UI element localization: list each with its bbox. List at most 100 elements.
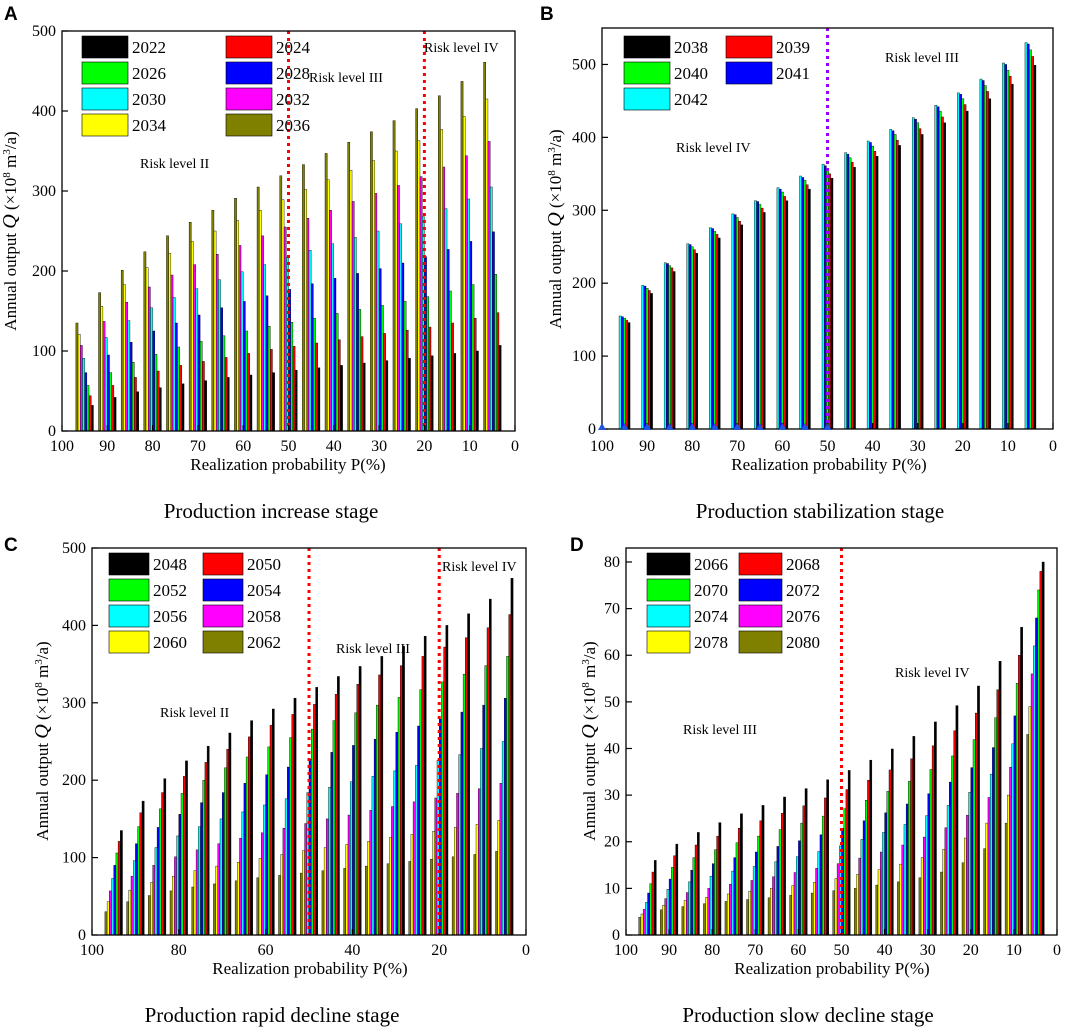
bar-2070-p40 — [886, 791, 890, 936]
legend-swatch-2076 — [738, 604, 783, 628]
bar-2032-p5 — [487, 141, 491, 432]
panel-caption: Production increase stage — [164, 499, 379, 523]
bar-2078-p95 — [640, 913, 644, 936]
bar-2068-p15 — [996, 689, 1000, 936]
legend-label: 2036 — [276, 116, 310, 135]
y-title-q: Q — [544, 212, 566, 227]
bar-2080-p60 — [789, 895, 792, 936]
bar-2039-p30 — [918, 128, 922, 430]
bar-2028-p70 — [197, 314, 201, 432]
legend-label: 2028 — [276, 64, 310, 83]
x-axis-title: Realization probability P(%) — [734, 959, 929, 978]
bar-2072-p85 — [690, 869, 694, 936]
bar-2070-p80 — [714, 849, 717, 936]
bar-2041-p90 — [643, 285, 647, 430]
x-tick-label: 20 — [955, 438, 971, 455]
bar-2040-p15 — [984, 85, 987, 430]
bar-2048-p65 — [250, 720, 253, 936]
bar-2039-p70 — [738, 221, 741, 430]
bar-2048-p60 — [272, 708, 275, 936]
bar-2038-p85 — [672, 271, 676, 430]
bar-2042-p40 — [866, 140, 870, 430]
x-tick-label: 100 — [50, 438, 74, 455]
bar-2054-p15 — [460, 711, 464, 936]
bar-2066-p90 — [675, 843, 679, 936]
bar-2054-p75 — [200, 802, 203, 936]
legend-swatch-2050 — [202, 552, 244, 576]
bar-2052-p95 — [115, 852, 119, 936]
bar-2062-p65 — [234, 880, 238, 936]
bar-2056-p15 — [458, 754, 462, 936]
bar-2022-p20 — [430, 355, 434, 432]
bar-2078-p75 — [726, 893, 730, 936]
bar-2026-p15 — [449, 290, 452, 432]
bar-2068-p10 — [1018, 655, 1021, 936]
bar-2032-p80 — [147, 286, 151, 432]
bar-2056-p10 — [480, 748, 483, 936]
bar-2058-p75 — [195, 849, 199, 936]
bar-2054-p65 — [243, 783, 247, 936]
bar-2039-p55 — [805, 184, 809, 430]
bar-2080-p85 — [681, 906, 685, 936]
bar-2038-p10 — [1011, 83, 1014, 430]
bar-2070-p20 — [972, 739, 976, 936]
bar-2040-p70 — [736, 217, 739, 430]
bar-2060-p5 — [497, 820, 501, 936]
legend-label: 2052 — [153, 581, 187, 600]
x-tick-label: 80 — [171, 942, 187, 959]
bar-2042-p15 — [979, 78, 983, 430]
bar-2039-p45 — [850, 161, 854, 430]
bar-2039-p20 — [963, 104, 967, 430]
bar-2042-p80 — [686, 243, 690, 430]
panel-label: C — [4, 535, 18, 556]
bar-2074-p15 — [989, 773, 993, 936]
bar-2032-p65 — [215, 253, 219, 432]
bar-2039-p35 — [896, 140, 899, 430]
bar-2066-p35 — [912, 736, 916, 936]
bar-2034-p65 — [213, 230, 217, 432]
bar-2072-p30 — [927, 793, 931, 936]
bar-2040-p35 — [893, 134, 897, 430]
bar-2054-p50 — [308, 759, 312, 936]
bar-2056-p35 — [371, 776, 375, 936]
bar-2026-p50 — [290, 322, 294, 432]
x-tick-label: 20 — [416, 438, 432, 455]
bar-2078-p40 — [877, 869, 881, 936]
bar-2022-p50 — [294, 370, 298, 432]
legend-swatch-2036 — [225, 113, 273, 137]
legend-label: 2041 — [776, 64, 810, 83]
x-tick-label: 0 — [511, 438, 519, 455]
x-tick-label: 100 — [590, 438, 614, 455]
y-tick-label: 70 — [604, 601, 620, 618]
legend: 2048 2050 2052 2054 2056 2058 2060 2062 — [108, 552, 282, 654]
legend-label: 2070 — [694, 581, 728, 600]
bar-2052-p90 — [137, 826, 141, 936]
bar-2048-p5 — [510, 577, 514, 936]
bar-2058-p5 — [499, 783, 503, 936]
bar-2032-p60 — [238, 245, 242, 432]
bar-2022-p10 — [476, 350, 479, 432]
bar-2068-p90 — [673, 855, 676, 936]
bar-2038-p90 — [650, 293, 653, 430]
bar-2058-p45 — [326, 818, 329, 936]
bar-2058-p50 — [304, 823, 308, 936]
bar-2068-p30 — [931, 745, 935, 936]
legend-swatch-2034 — [81, 113, 129, 137]
bar-2038-p30 — [920, 134, 924, 430]
bar-2050-p5 — [508, 614, 512, 936]
bar-2024-p55 — [270, 349, 273, 432]
x-tick-label: 60 — [774, 438, 790, 455]
bar-2039-p80 — [693, 249, 696, 430]
risk-level-label: Risk level III — [336, 642, 410, 657]
legend-label: 2066 — [694, 555, 728, 574]
bar-2048-p95 — [120, 830, 123, 936]
bar-2036-p75 — [166, 235, 169, 432]
y-tick-label: 30 — [604, 787, 620, 804]
bar-2054-p55 — [287, 766, 290, 936]
y-tick-label: 500 — [62, 540, 86, 557]
bar-2040-p60 — [781, 191, 784, 430]
legend-swatch-2030 — [81, 87, 129, 111]
x-tick-label: 0 — [1049, 438, 1057, 455]
bar-2076-p70 — [750, 880, 754, 936]
